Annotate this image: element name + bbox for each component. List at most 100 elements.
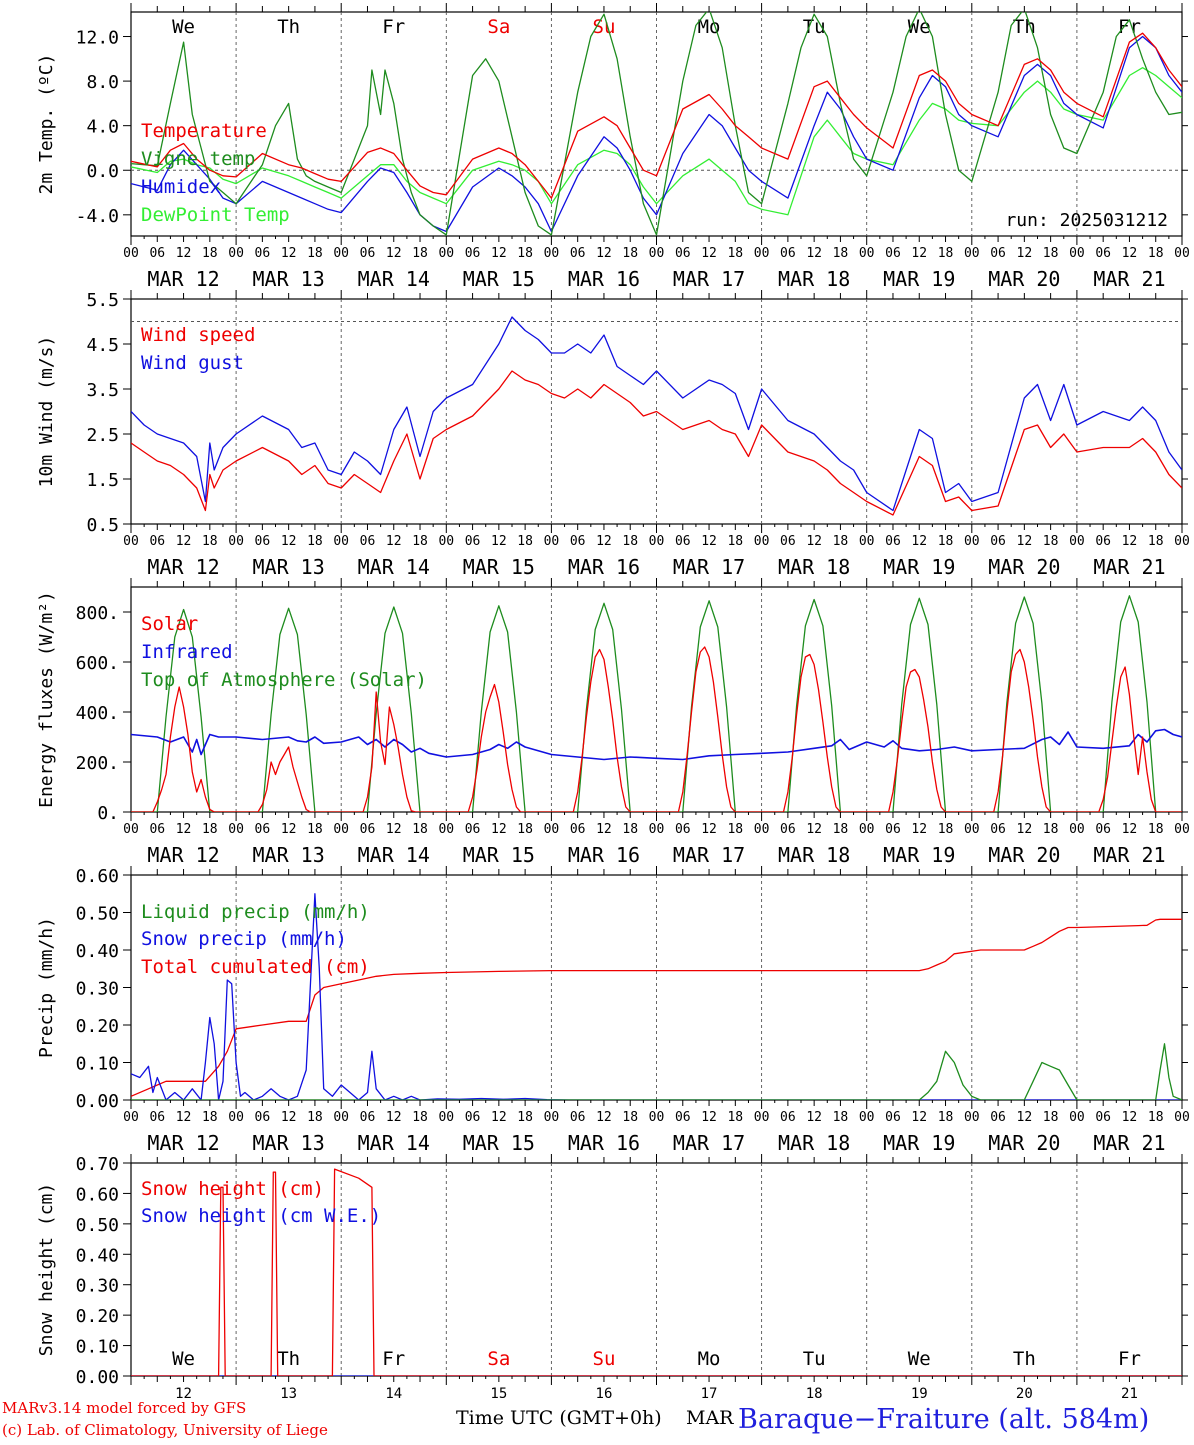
panel-temp: 12.0 8.0 4.0 0.0 -4.0 2m Temp. (ºC) 00 06 12 18 00… (36, 3, 1190, 291)
hour-tick-label: 18 (833, 822, 849, 837)
date-label: MAR 13 (253, 1131, 325, 1155)
hour-tick-label: 18 (938, 1110, 954, 1125)
credit-line-2: (c) Lab. of Climatology, University of L… (2, 1421, 328, 1439)
date-label: MAR 13 (253, 267, 325, 291)
y-tick-label: 0. (97, 803, 119, 824)
hour-tick-label: 12 (701, 246, 717, 261)
date-label: MAR 12 (147, 1131, 219, 1155)
day-number-label: 18 (806, 1386, 823, 1402)
hour-tick-label: 12 (806, 822, 822, 837)
hour-tick-label: 06 (1095, 246, 1111, 261)
hour-tick-label: 18 (622, 822, 638, 837)
panel-snow: 0.70 0.60 0.50 0.40 0.30 0.20 0.10 0.00 Snow hei… (36, 1154, 1188, 1402)
date-label: MAR 15 (463, 267, 535, 291)
series-line-total-cumulated-cm (131, 918, 1182, 1097)
legend-entry: Solar (141, 613, 198, 635)
date-label: MAR 19 (883, 1131, 955, 1155)
weekday-label: Su (593, 1348, 616, 1370)
legend-entry: Top of Atmosphere (Solar) (141, 669, 427, 691)
hour-tick-label: 00 (228, 246, 244, 261)
hour-tick-label: 12 (281, 1110, 297, 1125)
hour-tick-label: 12 (1122, 534, 1138, 549)
hour-tick-label: 00 (438, 534, 454, 549)
hour-tick-label: 18 (938, 246, 954, 261)
hour-tick-label: 12 (701, 822, 717, 837)
hour-tick-label: 18 (517, 1110, 533, 1125)
hour-tick-label: 12 (176, 534, 192, 549)
weekday-label: Sa (487, 16, 510, 38)
hour-tick-label: 00 (1069, 1110, 1085, 1125)
hour-tick-label: 18 (307, 246, 323, 261)
hour-tick-label: 06 (780, 1110, 796, 1125)
hour-tick-label: 18 (307, 1110, 323, 1125)
series-group (131, 12, 1182, 236)
hour-tick-label: 18 (202, 246, 218, 261)
hour-tick-label: 06 (675, 246, 691, 261)
y-tick-label: 0.20 (76, 1016, 119, 1037)
hour-tick-label: 00 (964, 1110, 980, 1125)
date-label: MAR 20 (988, 555, 1060, 579)
hour-tick-label: 00 (859, 1110, 875, 1125)
hour-tick-label: 12 (176, 1110, 192, 1125)
hour-tick-label: 06 (885, 246, 901, 261)
y-tick-label: 400. (76, 703, 119, 724)
hour-tick-label: 12 (1017, 534, 1033, 549)
y-tick-label: 4.5 (86, 335, 119, 356)
hour-tick-label: 18 (727, 534, 743, 549)
hour-tick-label: 12 (386, 822, 402, 837)
hour-tick-label: 06 (465, 822, 481, 837)
legend-entry: Temperature (141, 120, 267, 142)
hour-tick-label: 00 (859, 822, 875, 837)
y-axis-label: Precip (mm/h) (36, 917, 57, 1058)
hour-tick-label: 18 (202, 1110, 218, 1125)
hour-tick-label: 00 (333, 822, 349, 837)
hour-tick-label: 06 (570, 534, 586, 549)
legend-entry: DewPoint Temp (141, 204, 290, 226)
legend-entry: Snow height (cm) (141, 1178, 324, 1200)
hour-tick-label: 06 (780, 822, 796, 837)
hour-tick-label: 18 (1043, 1110, 1059, 1125)
weekday-label: Mo (698, 1348, 721, 1370)
hour-tick-label: 00 (333, 534, 349, 549)
weekday-label: Fr (382, 16, 405, 38)
day-number-label: 16 (596, 1386, 613, 1402)
hour-tick-label: 00 (1069, 534, 1085, 549)
y-tick-label: 800. (76, 603, 119, 624)
date-label: MAR 18 (778, 1131, 850, 1155)
series-line-wind-speed (131, 370, 1182, 516)
y-tick-label: 0.30 (76, 979, 119, 1000)
date-label: MAR 17 (673, 555, 745, 579)
hour-tick-label: 12 (911, 534, 927, 549)
hour-tick-label: 00 (228, 534, 244, 549)
hour-tick-label: 18 (307, 822, 323, 837)
weekday-label: Th (277, 1348, 300, 1370)
panel-wind: 5.5 4.5 3.5 2.5 1.5 0.5 10m Wind (m/s) 00 06 12 18… (36, 290, 1190, 579)
weekday-label: Tu (803, 16, 826, 38)
hour-tick-label: 06 (360, 822, 376, 837)
date-label: MAR 14 (358, 843, 430, 867)
hour-tick-label: 18 (1148, 822, 1164, 837)
hour-tick-label: 06 (465, 534, 481, 549)
hour-tick-label: 06 (465, 246, 481, 261)
hour-tick-label: 06 (885, 534, 901, 549)
hour-tick-label: 18 (517, 534, 533, 549)
hour-tick-label: 12 (281, 246, 297, 261)
y-tick-label: 0.60 (76, 866, 119, 887)
y-tick-label: 0.70 (76, 1154, 119, 1175)
hour-tick-label: 12 (596, 1110, 612, 1125)
y-tick-label: 600. (76, 653, 119, 674)
y-tick-label: 0.5 (86, 515, 119, 536)
hour-tick-label: 18 (622, 534, 638, 549)
hour-tick-label: 06 (675, 1110, 691, 1125)
hour-tick-label: 06 (780, 246, 796, 261)
hour-tick-label: 18 (938, 534, 954, 549)
hour-tick-label: 00 (123, 822, 139, 837)
hour-tick-label: 18 (517, 822, 533, 837)
hour-tick-label: 06 (255, 1110, 271, 1125)
hour-tick-label: 06 (990, 246, 1006, 261)
hour-tick-label: 18 (412, 822, 428, 837)
hour-tick-label: 12 (806, 534, 822, 549)
date-label: MAR 15 (463, 555, 535, 579)
weekday-label: Th (1013, 16, 1036, 38)
